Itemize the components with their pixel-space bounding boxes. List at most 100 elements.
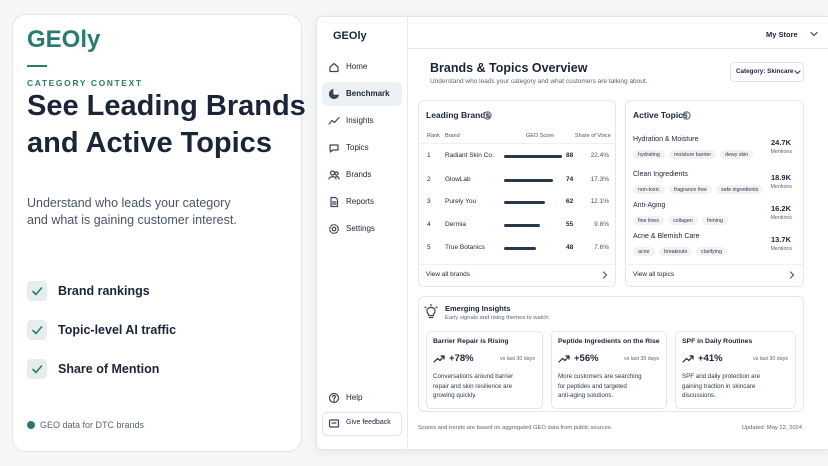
- topic-tag: fragrance free: [669, 185, 712, 194]
- topbar-line: [408, 48, 828, 49]
- footnote: Scores and trends are based on aggregate…: [418, 425, 613, 431]
- sidebar: [316, 16, 408, 450]
- page-subtitle: Understand who leads your category and w…: [430, 78, 648, 85]
- help-icon: [328, 392, 340, 404]
- topic-tag: fine lines: [633, 216, 664, 225]
- eyebrow: CATEGORY CONTEXT: [27, 78, 143, 88]
- bulb-icon: [424, 304, 438, 319]
- dropdown-chevron: [794, 70, 801, 75]
- headline: and Active Topics: [27, 127, 272, 159]
- share-of-voice: 22.4%: [590, 152, 609, 159]
- geo-score: 88: [566, 152, 574, 159]
- topic-tag: collagen: [668, 216, 698, 225]
- nav-item[interactable]: Settings: [346, 224, 375, 233]
- column-header: Brand: [445, 133, 460, 139]
- rank: 1: [427, 152, 431, 159]
- insight-title: Barrier Repair is Rising: [433, 338, 509, 345]
- rank: 2: [427, 176, 431, 183]
- info-icon: [682, 111, 691, 120]
- brand-name: Dermia: [445, 221, 466, 228]
- chevron: [602, 271, 608, 279]
- topic-name: Hydration & Moisture: [633, 136, 699, 143]
- nav-item[interactable]: Insights: [346, 116, 374, 125]
- check-box: [27, 359, 47, 379]
- store-switcher[interactable]: My Store: [766, 30, 798, 39]
- app-logo: GEOly: [333, 30, 367, 42]
- insight-title: Peptide Ingredients on the Rise: [558, 338, 660, 345]
- share-of-voice: 9.8%: [594, 221, 609, 228]
- insight-description: SPF and daily protection are: [682, 373, 761, 380]
- feedback-label[interactable]: Give feedback: [346, 419, 391, 426]
- check-icon: [32, 287, 43, 296]
- share-of-voice: 7.6%: [594, 244, 609, 251]
- insight-card: [675, 331, 796, 409]
- nav-icon: [328, 116, 340, 125]
- promo-footer: GEO data for DTC brands: [40, 420, 145, 430]
- insight-change: +78%: [449, 353, 474, 364]
- nav-icon: [328, 88, 340, 100]
- mentions-label: Mentions: [770, 246, 793, 252]
- card-link[interactable]: View all topics: [633, 271, 675, 278]
- promo-card: [12, 14, 302, 452]
- nav-item[interactable]: Help: [346, 393, 363, 402]
- brand-name: GlowLab: [445, 176, 471, 183]
- topic-tag: non-toxic: [633, 185, 665, 194]
- check-box: [27, 320, 47, 340]
- nav-item[interactable]: Brands: [346, 170, 372, 179]
- feature: Share of Mention: [58, 362, 160, 376]
- insight-description: anti-aging solutions.: [558, 392, 614, 399]
- insight-description: discussions.: [682, 392, 716, 399]
- feedback-button[interactable]: [322, 412, 402, 436]
- description: Understand who leads your category: [27, 196, 231, 210]
- topic-name: Acne & Blemish Care: [633, 233, 700, 240]
- topic-name: Anti-Aging: [633, 202, 666, 209]
- mentions-count: 13.7K: [770, 235, 791, 244]
- page-title: Brands & Topics Overview: [430, 61, 588, 75]
- score-bar: [504, 246, 536, 250]
- info-icon: [483, 111, 492, 120]
- trend-icon: [433, 355, 445, 363]
- dropdown-label[interactable]: Category: Skincare: [736, 68, 794, 75]
- brand-name: Purely You: [445, 198, 477, 205]
- headline: See Leading Brands: [27, 90, 306, 122]
- category-dropdown[interactable]: [730, 62, 804, 82]
- rank: 5: [427, 244, 431, 251]
- nav-icon: [330, 196, 339, 208]
- nav-item[interactable]: Home: [346, 62, 368, 71]
- nav-item[interactable]: Topics: [346, 143, 369, 152]
- insight-description: More customers are searching: [558, 373, 642, 380]
- leading-brands-card: [418, 100, 616, 287]
- topic-tag: acne: [633, 247, 655, 256]
- column-header: Share of Voice: [575, 133, 611, 139]
- feature: Brand rankings: [58, 284, 150, 298]
- score-bar: [504, 200, 545, 204]
- mentions-label: Mentions: [770, 149, 793, 155]
- nav-item[interactable]: Benchmark: [346, 89, 390, 98]
- card-link[interactable]: View all brands: [426, 271, 470, 278]
- insight-period: vs last 30 days: [752, 356, 788, 362]
- column-header: GEO Score: [526, 133, 555, 139]
- rank: 3: [427, 198, 431, 205]
- active-topics-card: [625, 100, 804, 287]
- insight-description: Conversations around barrier: [433, 373, 514, 380]
- score-bar: [504, 154, 562, 158]
- mentions-count: 16.2K: [770, 204, 791, 213]
- card-title: Leading Brands: [426, 110, 491, 120]
- mentions-count: 24.7K: [770, 138, 791, 147]
- insight-description: repair and skin resilience are: [433, 382, 513, 390]
- check-box: [27, 281, 47, 301]
- insight-card: [551, 331, 667, 409]
- share-of-voice: 17.3%: [590, 176, 609, 183]
- insight-description: gaining traction in skincare: [682, 382, 756, 390]
- topic-tag: firming: [702, 216, 728, 225]
- mentions-count: 18.9K: [770, 173, 791, 182]
- score-bar: [504, 223, 541, 227]
- share-of-voice: 12.1%: [590, 198, 609, 205]
- mentions-label: Mentions: [770, 215, 793, 221]
- insight-period: vs last 30 days: [499, 356, 535, 362]
- topic-tag: clarifying: [696, 247, 727, 256]
- trend-icon: [682, 355, 694, 363]
- nav-item[interactable]: Reports: [346, 197, 375, 206]
